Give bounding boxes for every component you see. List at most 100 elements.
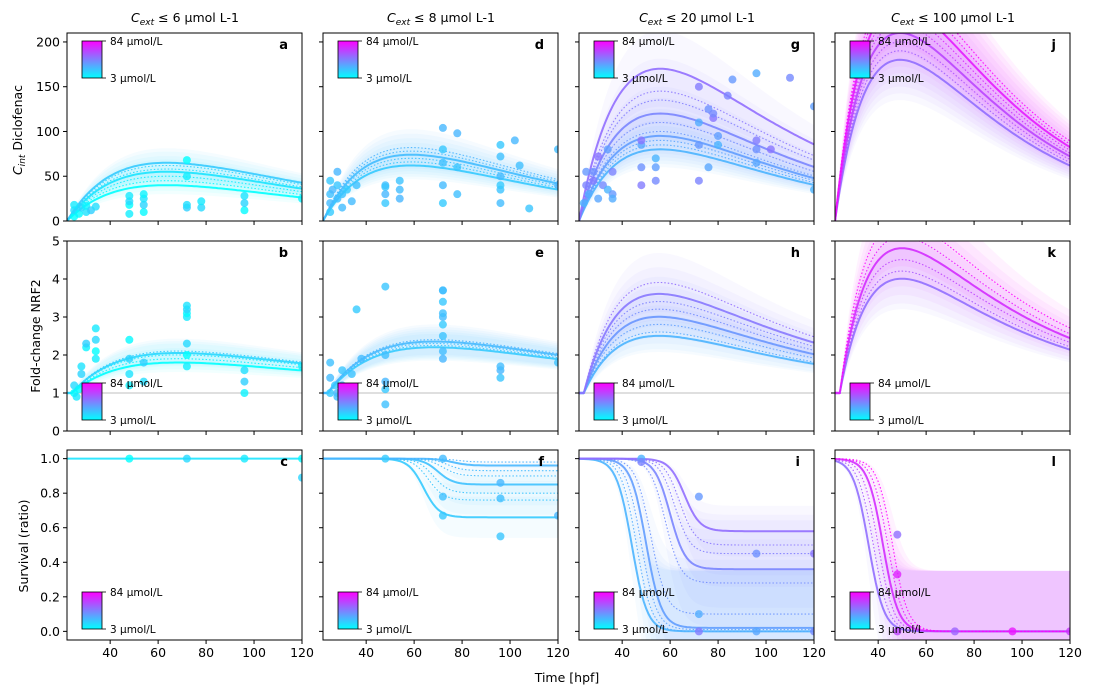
row-ylabel-survival: Survival (ratio) <box>16 500 31 593</box>
x-tick-label: 100 <box>754 645 778 660</box>
data-point <box>240 454 249 463</box>
y-tick-label: 200 <box>36 34 60 49</box>
data-point <box>752 549 761 558</box>
model-curve <box>835 33 1070 221</box>
colorbar-min-label: 3 μmol/L <box>878 415 924 427</box>
data-point <box>381 385 390 394</box>
uncertainty-band <box>579 305 814 395</box>
panel-i: 40 60 80 100 120 i 84 μmol/L 3 μmol/L <box>575 449 826 660</box>
uncertainty-band <box>835 33 1070 221</box>
data-point <box>694 118 703 127</box>
uncertainty-band <box>579 86 814 221</box>
plot-area-d <box>323 123 558 221</box>
data-point <box>381 182 390 191</box>
panel-letter: c <box>280 455 288 470</box>
panel-l: 40 60 80 100 120 l 84 μmol/L 3 μmol/L <box>831 449 1082 660</box>
model-curve <box>579 99 814 221</box>
model-curve <box>579 334 814 394</box>
model-curve <box>835 241 1070 394</box>
colorbar-inset: 84 μmol/L 3 μmol/L <box>593 36 674 85</box>
data-point <box>91 324 100 333</box>
panel-c: 40 60 80 100 120 0.0 0.2 0.4 0.6 0.8 1.0 c 84 μmol/L… <box>40 449 314 660</box>
colorbar-min-label: 3 μmol/L <box>622 73 668 85</box>
data-point <box>786 73 795 82</box>
column-title-2: Cext ≤ 8 μmol L-1 <box>387 10 495 28</box>
data-point <box>91 202 100 211</box>
model-curve <box>67 164 302 221</box>
data-point <box>438 297 447 306</box>
data-point <box>752 136 761 145</box>
y-tick-label: 0.4 <box>40 555 60 570</box>
column-title-1: Cext ≤ 6 μmol L-1 <box>131 10 239 28</box>
data-point <box>893 570 902 579</box>
colorbar-inset: 84 μmol/L 3 μmol/L <box>81 587 162 636</box>
data-point <box>752 627 761 636</box>
model-curve <box>835 33 1070 221</box>
data-point <box>438 492 447 501</box>
data-point <box>496 152 505 161</box>
data-point <box>338 203 347 212</box>
model-curve <box>323 458 558 463</box>
data-point <box>766 145 775 154</box>
data-point <box>395 194 404 203</box>
y-tick-label: 0 <box>52 214 60 229</box>
colorbar-max-label: 84 μmol/L <box>110 378 162 390</box>
uncertainty-band <box>579 286 814 395</box>
colorbar-gradient <box>81 382 103 421</box>
y-tick-label: 0.0 <box>40 624 60 639</box>
data-point <box>326 373 335 382</box>
data-point <box>182 339 191 348</box>
y-tick-label: 50 <box>44 169 60 184</box>
row-ylabel-concentration: Cint Diclofenac <box>10 85 28 175</box>
model-curve <box>579 148 814 221</box>
data-point <box>723 91 732 100</box>
x-tick-label: 80 <box>198 645 214 660</box>
colorbar-inset: 84 μmol/L 3 μmol/L <box>81 378 162 427</box>
colorbar-inset: 84 μmol/L 3 μmol/L <box>849 36 930 85</box>
data-point <box>139 190 148 199</box>
colorbar-min-label: 3 μmol/L <box>366 415 412 427</box>
data-point <box>125 335 134 344</box>
uncertainty-band <box>67 148 302 221</box>
data-point <box>381 454 390 463</box>
model-curve <box>835 50 1070 221</box>
colorbar-max-label: 84 μmol/L <box>366 378 418 390</box>
data-point <box>554 145 558 154</box>
data-point <box>893 530 902 539</box>
colorbar-min-label: 3 μmol/L <box>878 73 924 85</box>
uncertainty-band <box>579 314 814 395</box>
data-point <box>554 511 558 520</box>
model-curve <box>67 184 302 221</box>
model-curve <box>579 134 814 221</box>
panel-letter: g <box>791 38 800 53</box>
data-point <box>333 167 342 176</box>
data-point <box>810 185 814 194</box>
data-point <box>694 82 703 91</box>
x-tick-label: 60 <box>918 645 934 660</box>
data-point <box>589 176 598 185</box>
plot-area-h <box>579 253 814 395</box>
data-point <box>438 332 447 340</box>
axes-frame <box>322 449 559 641</box>
data-point <box>326 176 335 185</box>
data-point <box>603 145 612 154</box>
data-point <box>496 532 505 541</box>
uncertainty-band <box>579 97 814 221</box>
colorbar-min-label: 3 μmol/L <box>110 415 156 427</box>
uncertainty-band <box>323 324 558 395</box>
data-point <box>182 172 191 181</box>
colorbar-max-label: 84 μmol/L <box>110 36 162 48</box>
uncertainty-band <box>579 458 814 640</box>
data-point <box>496 181 505 190</box>
data-point <box>326 389 335 397</box>
plot-area-b <box>67 301 302 401</box>
plot-area-c <box>67 454 302 482</box>
data-point <box>182 156 191 165</box>
data-point <box>453 129 462 138</box>
colorbar-min-label: 3 μmol/L <box>622 624 668 636</box>
model-curve <box>323 339 558 394</box>
plot-area-e <box>323 282 558 409</box>
data-point <box>704 163 713 172</box>
data-point <box>752 145 761 154</box>
uncertainty-band <box>579 109 814 221</box>
